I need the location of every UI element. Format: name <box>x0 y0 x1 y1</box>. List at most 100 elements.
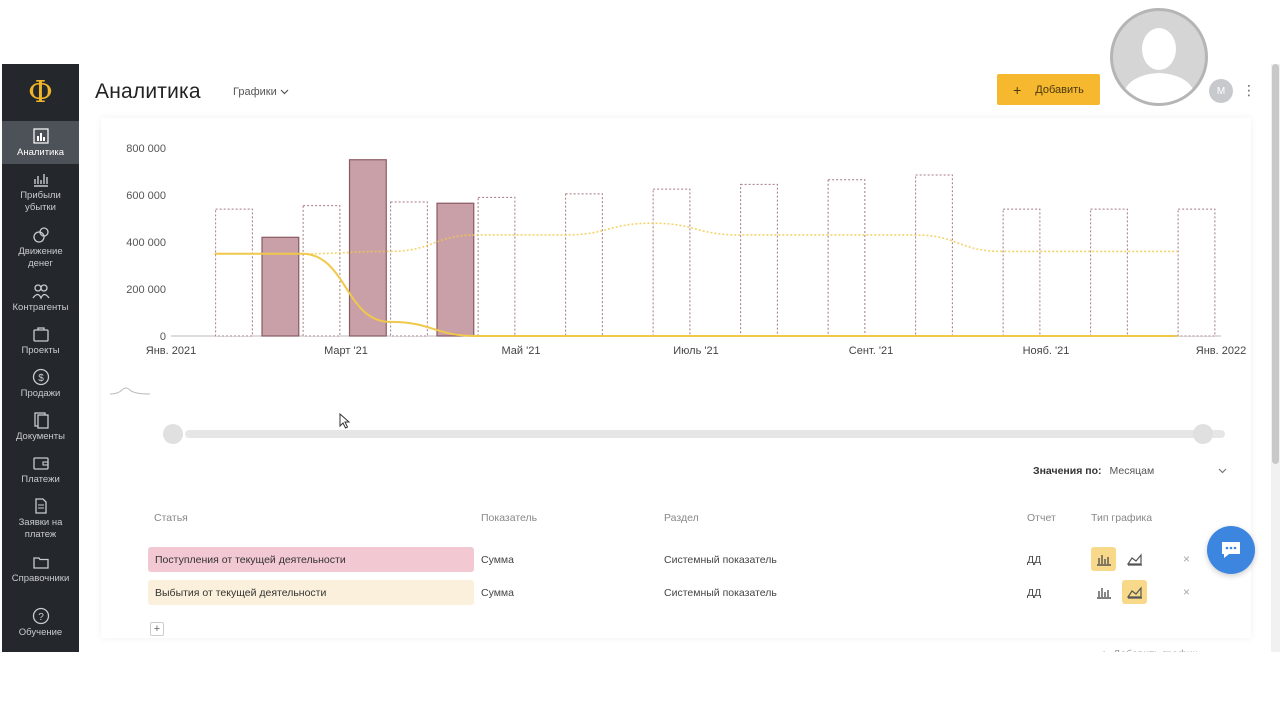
row-article-select[interactable]: Выбытия от текущей деятельности <box>148 580 474 605</box>
range-slider-start-handle[interactable] <box>163 424 183 444</box>
plan-bar <box>915 174 953 337</box>
col-header-section: Раздел <box>664 512 699 524</box>
person-silhouette-icon <box>1121 28 1197 103</box>
plan-bar <box>827 179 866 337</box>
sidebar-item-money-flow[interactable]: Движение денег <box>2 220 79 276</box>
bottom-bar <box>0 652 1280 720</box>
actual-bar <box>348 159 387 337</box>
view-select-value: Графики <box>233 86 277 98</box>
plan-bar <box>390 201 428 337</box>
actual-line <box>214 252 1178 338</box>
avatar[interactable]: М <box>1209 79 1233 103</box>
actual-bar <box>436 202 475 337</box>
remove-row-icon[interactable]: × <box>1183 585 1191 599</box>
page-title: Аналитика <box>95 80 201 103</box>
row-section[interactable]: Системный показатель <box>664 554 777 566</box>
x-tick-label: Май '21 <box>502 345 541 357</box>
add-row-button[interactable]: + <box>150 622 164 636</box>
row-indicator[interactable]: Сумма <box>481 554 514 566</box>
values-by-control[interactable]: Значения по: Месяцам <box>1033 465 1227 477</box>
chat-button[interactable] <box>1207 526 1255 574</box>
request-icon <box>34 498 47 514</box>
chevron-down-icon <box>280 89 289 95</box>
plan-bar <box>215 208 253 337</box>
sidebar-item-label: Продажи <box>20 387 61 399</box>
y-tick-label: 200 000 <box>126 284 166 296</box>
chart-type-bar-button[interactable] <box>1091 547 1116 571</box>
chat-icon <box>1222 542 1240 558</box>
svg-text:?: ? <box>38 612 44 623</box>
plan-line <box>214 222 1178 255</box>
top-bar <box>0 0 1280 64</box>
mouse-cursor-icon <box>339 413 351 429</box>
sidebar-item-documents[interactable]: Документы <box>2 405 79 448</box>
mini-preview-icon <box>110 387 150 395</box>
wallet-icon <box>32 456 49 470</box>
profit-chart-icon <box>33 174 48 187</box>
y-tick-label: 400 000 <box>126 237 166 249</box>
view-select[interactable]: Графики <box>233 86 289 98</box>
row-article-select[interactable]: Поступления от текущей деятельности <box>148 547 474 572</box>
sidebar-item-analytics[interactable]: Аналитика <box>2 121 79 164</box>
sidebar-item-profit[interactable]: Прибыли убытки <box>2 164 79 220</box>
plan-bar <box>740 183 778 337</box>
analytics-chart: 800 000 600 000 400 000 200 000 0 Янв. 2021 Ма… <box>126 143 1246 357</box>
more-menu-icon[interactable]: ⋮ <box>1242 82 1256 98</box>
plan-bar <box>652 188 691 337</box>
area-chart-icon <box>1126 586 1142 599</box>
row-report[interactable]: ДД <box>1027 554 1042 566</box>
row-report[interactable]: ДД <box>1027 587 1042 599</box>
plus-icon: + <box>1013 81 1022 98</box>
sidebar-item-payment-requests[interactable]: Заявки на платеж <box>2 491 79 547</box>
sidebar: Ф Аналитика Прибыли убытки Движение дене… <box>2 64 79 652</box>
remove-row-icon[interactable]: × <box>1183 552 1191 566</box>
sidebar-item-payments[interactable]: Платежи <box>2 448 79 491</box>
col-header-indicator: Показатель <box>481 512 538 524</box>
sidebar-item-label: Обучение <box>18 627 63 638</box>
sidebar-item-sales[interactable]: $ Продажи <box>2 362 79 405</box>
add-button-label: Добавить <box>1035 83 1084 96</box>
plan-bar <box>1090 208 1128 337</box>
sidebar-item-projects[interactable]: Проекты <box>2 319 79 362</box>
chart-type-area-button[interactable] <box>1122 547 1147 571</box>
documents-icon <box>33 411 49 429</box>
plan-bar <box>1002 208 1041 337</box>
bar-chart-icon <box>1096 588 1111 599</box>
x-tick-label: Янв. 2022 <box>1196 345 1246 357</box>
page-scrollbar[interactable] <box>1271 64 1280 652</box>
chart-type-area-button[interactable] <box>1122 580 1147 604</box>
contractors-icon <box>31 283 50 300</box>
col-header-report: Отчет <box>1027 512 1056 524</box>
add-button[interactable]: + Добавить <box>997 74 1100 105</box>
sidebar-item-label: Прибыли убытки <box>20 190 61 213</box>
values-by-value: Месяцам <box>1109 465 1155 477</box>
sidebar-item-contractors[interactable]: Контрагенты <box>2 276 79 319</box>
y-tick-label: 600 000 <box>126 190 166 202</box>
sidebar-item-label: Заявки на платеж <box>18 517 63 540</box>
plan-bar <box>477 196 516 337</box>
range-slider-track[interactable] <box>185 430 1225 438</box>
analytics-icon <box>32 127 49 144</box>
sidebar-item-learning[interactable]: ? Обучение <box>2 590 79 656</box>
sidebar-item-label: Проекты <box>21 344 60 356</box>
values-by-label: Значения по: <box>1033 465 1102 477</box>
scrollbar-thumb[interactable] <box>1272 64 1279 464</box>
y-tick-label: 800 000 <box>126 143 166 155</box>
app-logo[interactable]: Ф <box>28 75 53 110</box>
chart-type-bar-button[interactable] <box>1091 580 1116 604</box>
row-indicator[interactable]: Сумма <box>481 587 514 599</box>
money-flow-icon <box>32 227 49 243</box>
x-tick-label: Нояб. '21 <box>1023 345 1070 357</box>
sidebar-item-directories[interactable]: Справочники <box>2 547 79 590</box>
plan-bar <box>565 193 603 337</box>
main-content: Аналитика Графики + Добавить во М ⋮ 800 … <box>79 64 1271 660</box>
x-tick-label: Июль '21 <box>673 345 718 357</box>
briefcase-icon <box>32 326 49 342</box>
webcam-overlay <box>1110 8 1208 106</box>
area-chart-icon <box>1126 553 1142 566</box>
chart-card: 800 000 600 000 400 000 200 000 0 Янв. 2021 Ма… <box>101 118 1251 660</box>
row-section[interactable]: Системный показатель <box>664 587 777 599</box>
range-slider-end-handle[interactable] <box>1193 424 1213 444</box>
col-header-chart-type: Тип графика <box>1091 512 1153 524</box>
